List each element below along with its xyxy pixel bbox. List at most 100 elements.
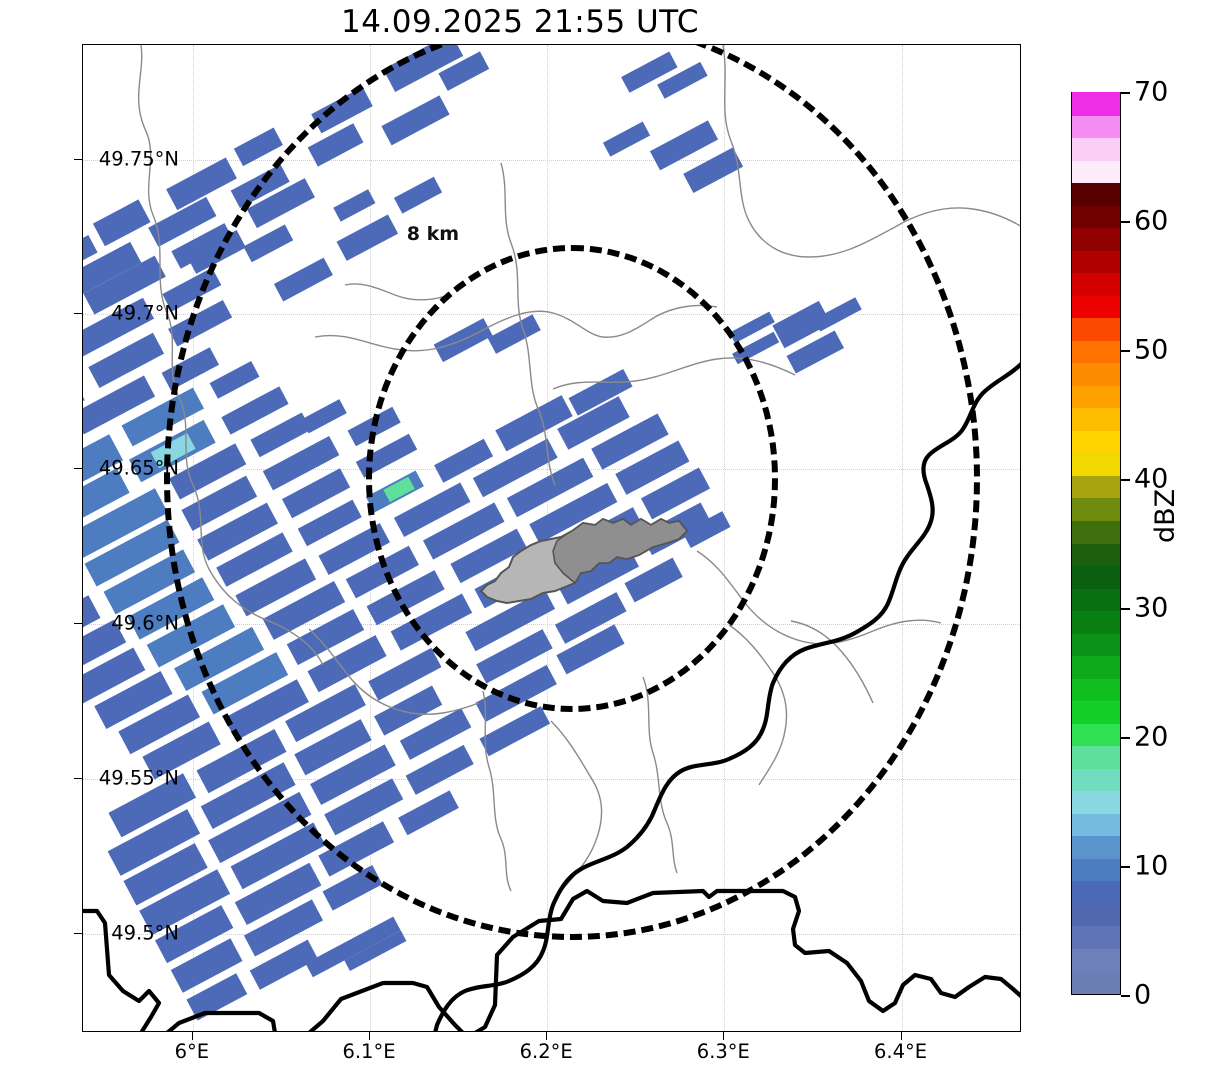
colorbar-band [1072, 700, 1120, 724]
colorbar-band [1072, 970, 1120, 994]
radar-echo-cell [83, 647, 146, 704]
radar-echo-cell [148, 196, 217, 247]
colorbar-tick-mark [1121, 995, 1130, 997]
y-tick-mark [74, 932, 82, 934]
radar-echo-cell [344, 930, 407, 972]
radar-echo-cell [118, 694, 201, 755]
radar-echo-cell [108, 773, 197, 838]
colorbar-band [1072, 474, 1120, 499]
radar-echo-cell [83, 255, 166, 315]
colorbar-band [1072, 947, 1120, 972]
radar-echo-cell [94, 671, 173, 729]
colorbar-band [1072, 564, 1120, 589]
radar-echo-cell [83, 375, 156, 435]
colorbar-band [1072, 294, 1120, 319]
x-tick-mark [191, 1032, 193, 1040]
radar-echo-cell [233, 127, 283, 167]
colorbar-tick-label-7: 0 [1134, 979, 1152, 1011]
x-tick-label-1: 6.1°E [342, 1040, 396, 1063]
colorbar-tick-mark [1121, 866, 1130, 868]
colorbar-tick-label-3: 40 [1134, 463, 1169, 495]
colorbar-tick-mark [1121, 479, 1130, 481]
radar-echo-cell [305, 916, 401, 978]
y-tick-mark [74, 468, 82, 470]
colorbar-tick-label-4: 30 [1134, 592, 1169, 624]
radar-echo-cell [83, 434, 124, 514]
colorbar-band [1072, 429, 1120, 454]
colorbar-band [1072, 114, 1120, 139]
colorbar-band [1072, 249, 1120, 274]
x-tick-mark [900, 1032, 902, 1040]
colorbar-band [1072, 790, 1120, 814]
colorbar-band [1072, 91, 1120, 116]
y-tick-mark [74, 313, 82, 315]
radar-echo-cell [88, 332, 165, 388]
colorbar-band [1072, 902, 1120, 927]
radar-echo-cell [84, 519, 180, 587]
x-tick-mark [369, 1032, 370, 1040]
colorbar-title: dBZ [1150, 488, 1181, 543]
colorbar-band [1072, 767, 1120, 792]
x-tick-label-3: 6.3°E [696, 1040, 750, 1063]
y-tick-label-4: 49.55°N [98, 766, 179, 790]
y-tick-mark [74, 778, 82, 780]
x-tick-label-4: 6.4°E [873, 1040, 928, 1063]
radar-echo-cell [83, 468, 130, 539]
y-tick-mark [74, 158, 82, 160]
radar-echo-cell [123, 843, 208, 906]
range-ring-8km-label: 8 km [406, 222, 460, 245]
radar-echo-cell [166, 157, 237, 211]
colorbar-band [1072, 857, 1120, 882]
radar-echo-cell [208, 791, 312, 864]
colorbar-tick-mark [1121, 737, 1130, 739]
radar-echo-cell [186, 973, 248, 1021]
colorbar-band [1072, 317, 1120, 341]
radar-echo-cell [83, 619, 127, 679]
colorbar-band [1072, 384, 1120, 409]
colorbar-band [1072, 880, 1120, 904]
radar-echo-cell [83, 241, 142, 303]
colorbar-band [1072, 745, 1120, 769]
colorbar[interactable] [1071, 91, 1121, 995]
y-tick-label-0: 49.75°N [98, 147, 179, 171]
colorbar-tick-mark [1121, 350, 1130, 352]
colorbar-band [1072, 159, 1120, 184]
colorbar-band [1072, 182, 1120, 206]
colorbar-band [1072, 835, 1120, 859]
y-tick-label-1: 49.7°N [111, 301, 179, 325]
colorbar-band [1072, 542, 1120, 567]
colorbar-tick-label-1: 60 [1134, 205, 1169, 237]
colorbar-band [1072, 722, 1120, 747]
colorbar-band [1072, 362, 1120, 386]
radar-map-plot[interactable]: 16 km 8 km [82, 44, 1021, 1032]
radar-echo-cell [234, 862, 322, 926]
colorbar-band [1072, 407, 1120, 431]
colorbar-band [1072, 812, 1120, 837]
colorbar-tick-label-0: 70 [1134, 76, 1169, 108]
colorbar-band [1072, 632, 1120, 657]
colorbar-tick-label-6: 10 [1134, 850, 1169, 882]
colorbar-band [1072, 227, 1120, 251]
radar-echo-cell [154, 905, 234, 964]
radar-echo-cell [142, 721, 221, 780]
colorbar-tick-mark [1121, 608, 1130, 610]
range-ring-16km [163, 45, 980, 941]
colorbar-tick-label-5: 20 [1134, 721, 1169, 753]
colorbar-band [1072, 587, 1120, 612]
radar-echo-cell [243, 899, 324, 957]
radar-echo-cell [171, 223, 234, 269]
radar-echo-cell [139, 869, 231, 936]
range-ring-8km [365, 244, 779, 713]
y-tick-label-3: 49.6°N [111, 611, 179, 635]
x-tick-label-2: 6.2°E [519, 1040, 573, 1063]
colorbar-band [1072, 272, 1120, 296]
x-tick-label-0: 6°E [174, 1040, 210, 1063]
radar-echo-cell [170, 938, 243, 993]
colorbar-band [1072, 519, 1120, 544]
y-tick-mark [74, 623, 82, 625]
radar-echo-cell [249, 939, 318, 990]
radar-echo-cell [83, 488, 168, 562]
plot-inner: 16 km 8 km [83, 45, 1020, 1031]
radar-echo-cell [83, 297, 155, 359]
colorbar-tick-label-2: 50 [1134, 334, 1169, 366]
